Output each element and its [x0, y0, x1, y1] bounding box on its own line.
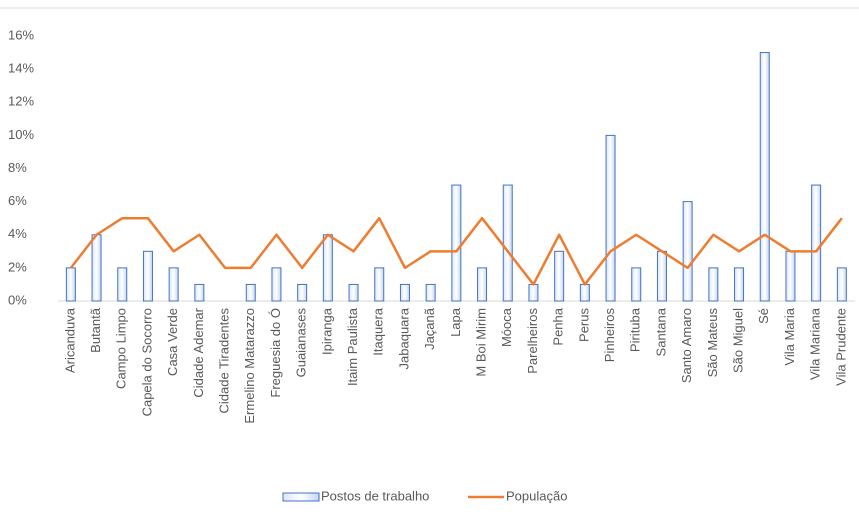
- x-tick-label: Penha: [551, 307, 566, 345]
- x-tick-label: Santo Amaro: [679, 308, 694, 383]
- y-tick-label: 4%: [8, 226, 27, 241]
- line: [69, 216, 843, 286]
- x-tick-label: São Miguel: [730, 308, 745, 373]
- x-tick-label: Ermelino Matarazzo: [242, 308, 257, 424]
- x-tick-label: Itaquera: [371, 307, 386, 355]
- x-tick-label: Aricanduva: [62, 307, 77, 373]
- x-tick-label: Lapa: [448, 307, 463, 337]
- bar: [734, 267, 745, 302]
- bar: [759, 52, 770, 302]
- bar: [554, 250, 565, 302]
- y-tick-label: 8%: [8, 160, 27, 175]
- x-tick-label: Freguesia do Ó: [268, 308, 283, 398]
- x-tick-label: Parelheiros: [525, 308, 540, 374]
- y-tick-label: 10%: [8, 127, 34, 142]
- bar: [142, 250, 153, 302]
- x-tick-label: Cidade Tiradentes: [216, 308, 231, 414]
- bar: [477, 267, 488, 302]
- bar: [579, 283, 590, 302]
- x-tick-label: Casa Verde: [165, 308, 180, 376]
- x-tick-label: Jabaquara: [396, 307, 411, 369]
- x-tick-label: Ipiranga: [319, 307, 334, 355]
- x-tick-label: Vila Maria: [782, 307, 797, 365]
- bar: [245, 283, 256, 302]
- x-tick-label: Sé: [756, 308, 771, 324]
- bar: [348, 283, 359, 302]
- x-tick-label: M Boi Mirim: [473, 308, 488, 377]
- y-tick-label: 2%: [8, 259, 27, 274]
- bar: [91, 234, 102, 302]
- x-tick-label: Campo Limpo: [114, 308, 129, 389]
- x-tick-label: Móoca: [499, 307, 514, 347]
- bar: [451, 184, 462, 302]
- bar: [656, 250, 667, 302]
- bar: [425, 283, 436, 302]
- x-tick-label: Vila Prudente: [833, 308, 848, 386]
- bar: [374, 267, 385, 302]
- x-tick-label: Pinheiros: [602, 308, 617, 363]
- bar: [65, 267, 76, 302]
- y-tick-label: 16%: [8, 27, 34, 42]
- x-tick-label: Butantã: [88, 307, 103, 353]
- x-tick-label: Pirituba: [628, 307, 643, 352]
- bar: [194, 283, 205, 302]
- x-tick-label: Guaianases: [294, 308, 309, 378]
- y-tick-label: 12%: [8, 94, 34, 109]
- bar: [708, 267, 719, 302]
- bar: [528, 283, 539, 302]
- x-tick-label: Santana: [653, 307, 668, 356]
- bar: [631, 267, 642, 302]
- bar: [502, 184, 513, 302]
- bar: [836, 267, 847, 302]
- bar: [605, 134, 616, 302]
- legend-label: Postos de trabalho: [321, 488, 429, 503]
- x-tick-label: Perus: [576, 308, 591, 342]
- y-tick-label: 6%: [8, 193, 27, 208]
- bar: [811, 184, 822, 302]
- bar: [297, 283, 308, 302]
- bar: [322, 234, 333, 302]
- bar: [271, 267, 282, 302]
- bar: [682, 201, 693, 302]
- y-tick-label: 14%: [8, 61, 34, 76]
- x-tick-label: São Mateus: [705, 308, 720, 378]
- x-tick-label: Capela do Socorro: [139, 308, 154, 416]
- legend-swatch: [282, 492, 320, 502]
- bar: [168, 267, 179, 302]
- legend-label: População: [506, 488, 567, 503]
- bar: [399, 283, 410, 302]
- x-tick-label: Cidade Ademar: [191, 307, 206, 397]
- x-tick-label: Itaim Paulista: [345, 307, 360, 386]
- x-tick-label: Jaçanã: [422, 307, 437, 350]
- y-tick-label: 0%: [8, 292, 27, 307]
- bar: [117, 267, 128, 302]
- x-tick-label: Vila Mariana: [808, 307, 823, 380]
- bar: [785, 250, 796, 302]
